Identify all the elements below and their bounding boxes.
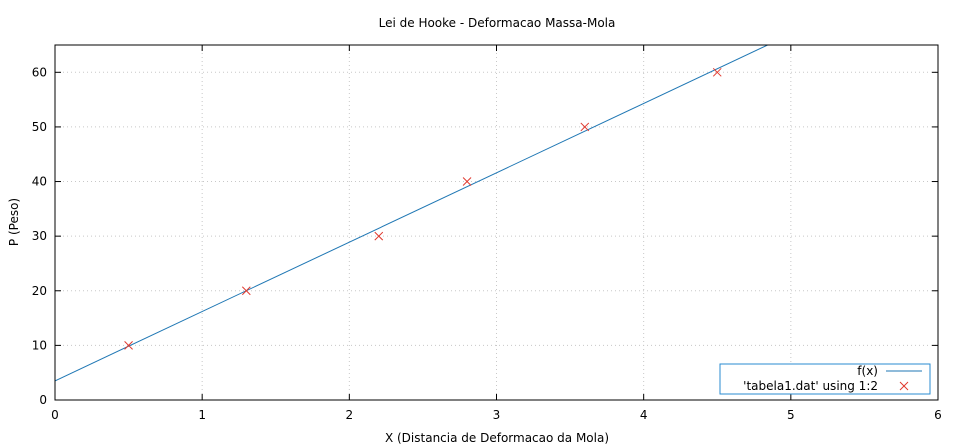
data-point [462, 177, 472, 186]
x-tick-label: 4 [640, 408, 648, 422]
y-tick-label: 0 [39, 393, 47, 407]
data-point [124, 341, 133, 350]
y-tick-label: 60 [32, 65, 47, 79]
data-point-stroke [124, 341, 133, 350]
x-tick-label: 5 [787, 408, 795, 422]
chart-title: Lei de Hooke - Deformacao Massa-Mola [379, 16, 616, 30]
x-tick-label: 0 [51, 408, 59, 422]
data-point [580, 122, 590, 132]
data-point [241, 286, 251, 296]
x-axis-label: X (Distancia de Deformacao da Mola) [385, 431, 609, 445]
legend-box [719, 363, 931, 395]
data-point-stroke [374, 231, 384, 241]
series-fx-line [55, 45, 769, 382]
legend-entry-tabela-marker [899, 381, 909, 391]
x-tick-label: 2 [346, 408, 354, 422]
x-tick-label: 1 [198, 408, 206, 422]
legend-entry-fx-label: f(x) [857, 364, 878, 378]
y-tick-label: 40 [32, 175, 47, 189]
data-point-stroke [580, 122, 590, 132]
data-point-stroke [241, 286, 251, 296]
legend-entry-tabela-label: 'tabela1.dat' using 1:2 [743, 379, 878, 393]
data-point [712, 67, 722, 77]
data-point-stroke [462, 177, 472, 186]
plot-frame [54, 44, 939, 401]
legend: f(x) 'tabela1.dat' using 1:2 [719, 363, 931, 395]
grid [55, 45, 938, 400]
x-tick-label: 3 [493, 408, 501, 422]
y-tick-label: 10 [32, 338, 47, 352]
y-tick-label: 20 [32, 284, 47, 298]
y-tick-label: 30 [32, 229, 47, 243]
y-tick-label: 50 [32, 120, 47, 134]
data-point-stroke [712, 67, 722, 77]
x-tick-label: 6 [934, 408, 942, 422]
plot-area [55, 45, 769, 382]
y-axis-label: P (Peso) [7, 198, 21, 246]
legend-marker-stroke [899, 381, 909, 391]
data-point [374, 231, 384, 241]
